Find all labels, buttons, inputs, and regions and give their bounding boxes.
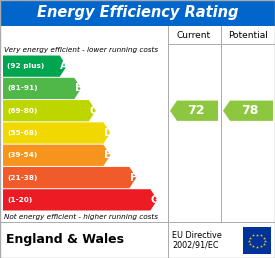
Bar bbox=[0, 222, 275, 258]
Text: EU Directive: EU Directive bbox=[172, 231, 222, 240]
Polygon shape bbox=[3, 55, 67, 77]
Text: 78: 78 bbox=[241, 104, 258, 117]
Text: Not energy efficient - higher running costs: Not energy efficient - higher running co… bbox=[4, 213, 158, 220]
Text: A: A bbox=[60, 61, 68, 71]
Text: E: E bbox=[104, 150, 111, 160]
Text: B: B bbox=[75, 83, 83, 93]
Text: G: G bbox=[151, 195, 159, 205]
Bar bbox=[0, 0, 275, 26]
Text: (55-68): (55-68) bbox=[7, 130, 37, 136]
Bar bbox=[243, 227, 271, 254]
Text: (69-80): (69-80) bbox=[7, 108, 37, 114]
Text: England & Wales: England & Wales bbox=[6, 233, 124, 246]
Text: F: F bbox=[130, 173, 138, 183]
Polygon shape bbox=[3, 189, 157, 211]
Polygon shape bbox=[3, 145, 111, 166]
Polygon shape bbox=[3, 100, 96, 121]
Text: Potential: Potential bbox=[228, 30, 268, 39]
Polygon shape bbox=[3, 78, 81, 99]
Text: Energy Efficiency Rating: Energy Efficiency Rating bbox=[37, 5, 238, 20]
Text: (21-38): (21-38) bbox=[7, 175, 37, 181]
Text: 72: 72 bbox=[187, 104, 205, 117]
Text: (81-91): (81-91) bbox=[7, 85, 38, 91]
Polygon shape bbox=[3, 122, 111, 144]
Polygon shape bbox=[170, 101, 218, 121]
Text: Very energy efficient - lower running costs: Very energy efficient - lower running co… bbox=[4, 46, 158, 53]
Text: D: D bbox=[104, 128, 112, 138]
Text: 2002/91/EC: 2002/91/EC bbox=[172, 240, 219, 249]
Bar bbox=[0, 26, 275, 44]
Text: Current: Current bbox=[177, 30, 211, 39]
Text: (39-54): (39-54) bbox=[7, 152, 37, 158]
Text: (92 plus): (92 plus) bbox=[7, 63, 44, 69]
Text: C: C bbox=[90, 106, 97, 116]
Polygon shape bbox=[223, 101, 273, 121]
Polygon shape bbox=[3, 167, 136, 188]
Text: (1-20): (1-20) bbox=[7, 197, 32, 203]
